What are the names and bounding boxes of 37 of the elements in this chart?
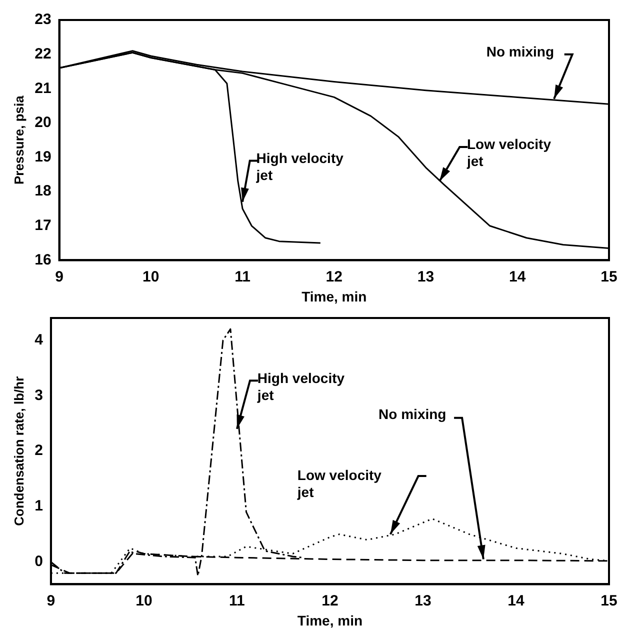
y-axis-title: Pressure, psia [11,94,26,185]
y-tick-label: 3 [34,386,43,404]
y-tick-label: 4 [34,331,44,348]
x-tick-label: 13 [414,592,432,610]
x-tick-label: 10 [136,592,152,610]
text: No mixing [486,43,554,60]
x-tick-label: 13 [417,268,434,286]
x-tick-label: 9 [55,268,64,286]
y-tick-label: 21 [34,80,52,97]
series-label: High velocity jet [255,150,344,183]
x-axis-title: Time, min [297,612,363,628]
x-tick-label: 14 [509,268,526,286]
y-tick-label: 23 [34,11,52,28]
x-tick-label: 9 [46,592,56,610]
y-tick-label: 22 [34,45,52,62]
x-tick-label: 11 [234,268,250,286]
x-tick-label: 12 [322,592,338,610]
y-tick-label: 16 [34,251,52,268]
y-tick-label: 18 [34,182,52,200]
text: No mixing [378,406,446,422]
x-axis-title: Time, min [302,288,367,304]
series-label: High velocity jet [256,370,345,403]
x-tick-label: 12 [326,268,342,286]
x-tick-label: 10 [142,268,160,286]
y-axis-title: Condensation rate, lb/hr [11,376,26,526]
x-tick-label: 15 [600,268,618,286]
x-tick-label: 15 [600,592,618,610]
series-label: Low velocity jet [466,136,552,170]
y-tick-label: 20 [34,114,52,132]
y-tick-label: 17 [34,217,52,234]
x-tick-label: 14 [508,592,525,610]
x-tick-label: 11 [229,592,245,610]
y-tick-label: 19 [34,148,52,166]
y-tick-label: 1 [34,498,43,515]
y-tick-label: 2 [34,442,43,460]
text: Low velocity jet [296,466,382,500]
y-tick-label: 0 [34,553,43,570]
